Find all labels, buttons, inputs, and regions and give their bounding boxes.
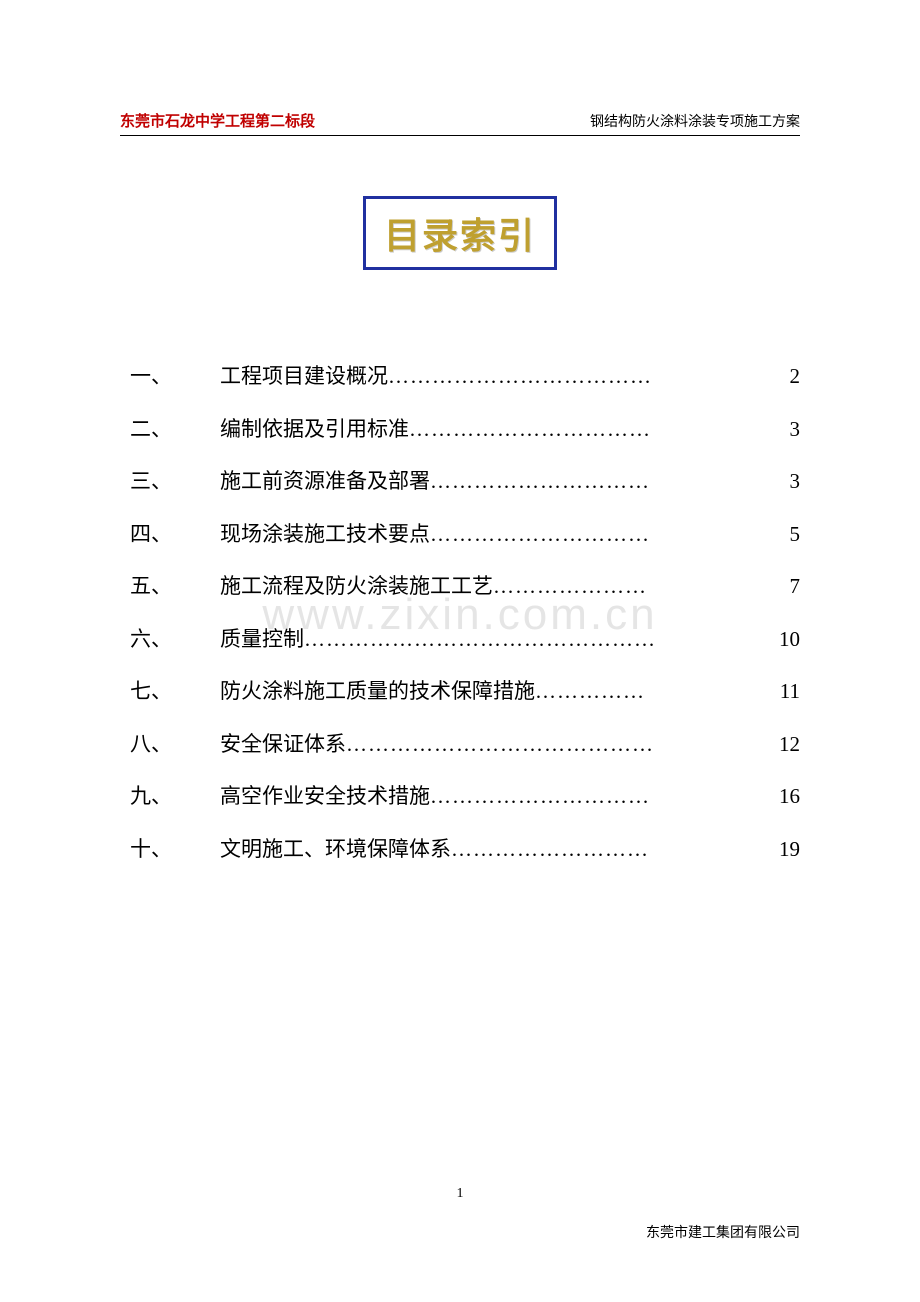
toc-title: 高空作业安全技术措施 <box>220 770 430 823</box>
toc-dots: ………………………………………… <box>304 613 779 666</box>
page-header: 东莞市石龙中学工程第二标段 钢结构防火涂料涂装专项施工方案 <box>120 110 800 136</box>
toc-item: 九、 高空作业安全技术措施 ………………………… 16 <box>130 770 800 823</box>
toc-page: 16 <box>779 770 800 823</box>
toc-page: 3 <box>790 403 801 456</box>
toc-page: 7 <box>790 560 801 613</box>
toc-number: 八、 <box>130 718 220 771</box>
toc-number: 五、 <box>130 560 220 613</box>
toc-title: 现场涂装施工技术要点 <box>220 508 430 561</box>
toc-page: 10 <box>779 613 800 666</box>
table-of-contents: 一、 工程项目建设概况 ……………………………… 2 二、 编制依据及引用标准 … <box>120 350 800 875</box>
toc-number: 七、 <box>130 665 220 718</box>
footer-text: 东莞市建工集团有限公司 <box>646 1222 800 1242</box>
toc-page: 3 <box>790 455 801 508</box>
toc-item: 五、 施工流程及防火涂装施工工艺 ………………… 7 <box>130 560 800 613</box>
toc-item: 一、 工程项目建设概况 ……………………………… 2 <box>130 350 800 403</box>
toc-title: 防火涂料施工质量的技术保障措施 <box>220 665 535 718</box>
toc-title: 编制依据及引用标准 <box>220 403 409 456</box>
toc-item: 四、 现场涂装施工技术要点 ………………………… 5 <box>130 508 800 561</box>
header-right-text: 钢结构防火涂料涂装专项施工方案 <box>590 111 800 131</box>
toc-page: 5 <box>790 508 801 561</box>
toc-title: 施工流程及防火涂装施工工艺 <box>220 560 493 613</box>
toc-number: 三、 <box>130 455 220 508</box>
toc-dots: …………………………………… <box>346 718 779 771</box>
toc-page: 2 <box>790 350 801 403</box>
toc-title: 工程项目建设概况 <box>220 350 388 403</box>
toc-title: 文明施工、环境保障体系 <box>220 823 451 876</box>
toc-title: 安全保证体系 <box>220 718 346 771</box>
toc-item: 三、 施工前资源准备及部署 ………………………… 3 <box>130 455 800 508</box>
toc-number: 一、 <box>130 350 220 403</box>
toc-number: 二、 <box>130 403 220 456</box>
toc-dots: …………………………… <box>409 403 790 456</box>
title-wrapper: 目录索引 <box>120 196 800 270</box>
toc-title: 质量控制 <box>220 613 304 666</box>
toc-number: 六、 <box>130 613 220 666</box>
title-text: 目录索引 <box>384 215 536 256</box>
toc-page: 11 <box>780 665 800 718</box>
toc-page: 19 <box>779 823 800 876</box>
content-layer: 东莞市石龙中学工程第二标段 钢结构防火涂料涂装专项施工方案 目录索引 一、 工程… <box>120 110 800 875</box>
toc-dots: ……………………………… <box>388 350 790 403</box>
toc-number: 十、 <box>130 823 220 876</box>
toc-dots: ………………………… <box>430 455 790 508</box>
toc-item: 二、 编制依据及引用标准 …………………………… 3 <box>130 403 800 456</box>
toc-page: 12 <box>779 718 800 771</box>
document-page: 东莞市石龙中学工程第二标段 钢结构防火涂料涂装专项施工方案 目录索引 一、 工程… <box>0 0 920 1302</box>
toc-dots: …………… <box>535 665 780 718</box>
title-box: 目录索引 <box>363 196 557 270</box>
page-number: 1 <box>457 1186 464 1202</box>
toc-item: 八、 安全保证体系 …………………………………… 12 <box>130 718 800 771</box>
header-left-text: 东莞市石龙中学工程第二标段 <box>120 110 315 131</box>
toc-title: 施工前资源准备及部署 <box>220 455 430 508</box>
toc-item: 七、 防火涂料施工质量的技术保障措施 …………… 11 <box>130 665 800 718</box>
toc-item: 六、 质量控制 ………………………………………… 10 <box>130 613 800 666</box>
toc-dots: ………………………… <box>430 770 779 823</box>
toc-dots: ………………… <box>493 560 790 613</box>
toc-number: 四、 <box>130 508 220 561</box>
toc-item: 十、 文明施工、环境保障体系 ……………………… 19 <box>130 823 800 876</box>
toc-number: 九、 <box>130 770 220 823</box>
toc-dots: ……………………… <box>451 823 779 876</box>
toc-dots: ………………………… <box>430 508 790 561</box>
